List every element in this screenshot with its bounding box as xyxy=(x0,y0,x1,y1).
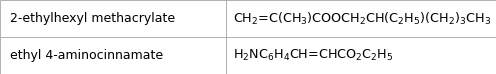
Text: CH$_2$=C(CH$_3$)COOCH$_2$CH(C$_2$H$_5$)(CH$_2$)$_3$CH$_3$: CH$_2$=C(CH$_3$)COOCH$_2$CH(C$_2$H$_5$)(… xyxy=(233,10,491,27)
Text: 2-ethylhexyl methacrylate: 2-ethylhexyl methacrylate xyxy=(10,12,175,25)
Text: H$_2$NC$_6$H$_4$CH=CHCO$_2$C$_2$H$_5$: H$_2$NC$_6$H$_4$CH=CHCO$_2$C$_2$H$_5$ xyxy=(233,48,394,63)
Text: ethyl 4-aminocinnamate: ethyl 4-aminocinnamate xyxy=(10,49,163,62)
